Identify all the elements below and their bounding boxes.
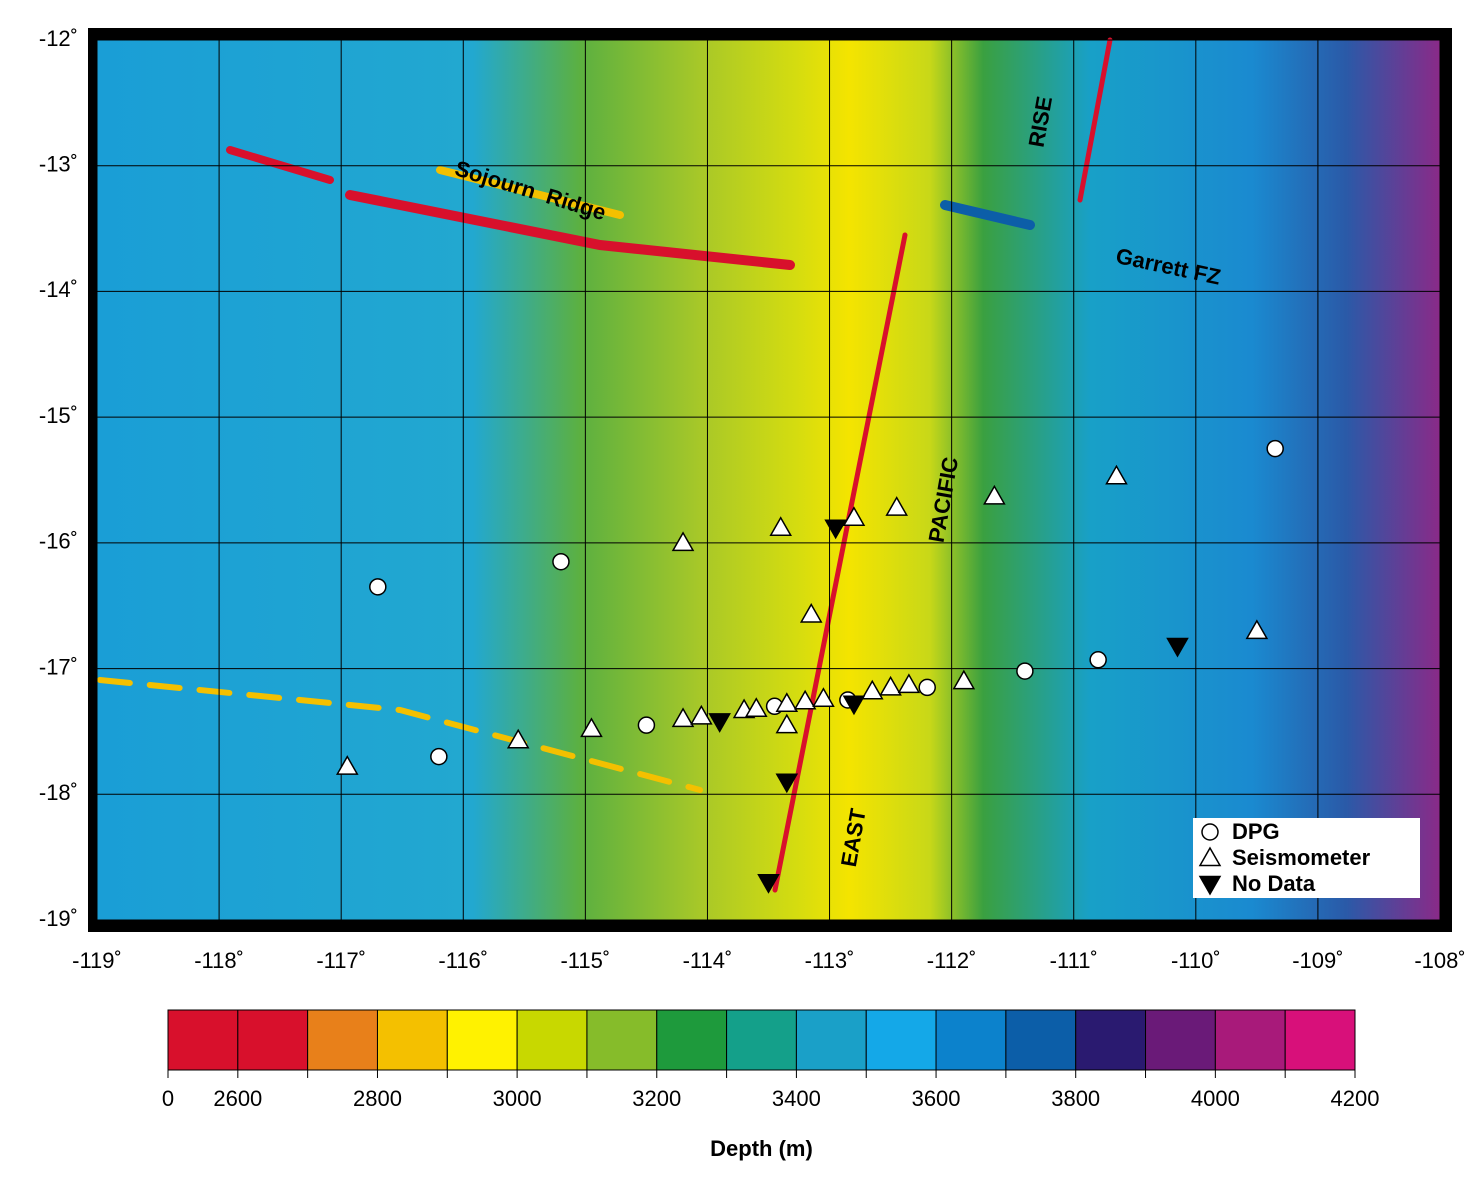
x-tick-label: -113˚ <box>805 948 855 973</box>
station-marker <box>1198 875 1222 896</box>
bathymetry <box>97 40 1440 920</box>
colorbar-label: 2800 <box>353 1086 402 1111</box>
y-tick-label: -19˚ <box>39 906 78 931</box>
station-marker <box>708 713 731 733</box>
station-marker <box>506 728 530 749</box>
colorbar-swatch <box>726 1009 797 1071</box>
colorbar-swatch <box>1005 1009 1077 1071</box>
x-tick-label: -114˚ <box>683 948 733 973</box>
station-marker <box>897 673 921 694</box>
x-tick-label: -118˚ <box>194 948 244 973</box>
colorbar-swatch <box>1145 1009 1216 1071</box>
legend-label: No Data <box>1232 871 1316 896</box>
stations <box>335 439 1284 894</box>
colorbar-swatch <box>586 1009 658 1071</box>
station-marker <box>775 692 799 713</box>
station-marker <box>1266 439 1284 458</box>
station-marker <box>879 675 902 696</box>
x-tick-label: -119˚ <box>72 948 122 973</box>
station-marker <box>860 679 884 700</box>
ridges <box>97 37 1113 893</box>
station-marker <box>775 773 799 794</box>
station-marker <box>1245 619 1269 640</box>
colorbar-swatch <box>237 1009 309 1071</box>
station-marker <box>952 669 976 690</box>
y-tick-label: -17˚ <box>39 654 78 679</box>
station-marker <box>335 755 359 775</box>
colorbar-swatch <box>935 1009 1007 1071</box>
colorbar-label: 4000 <box>1191 1086 1240 1111</box>
x-tick-label: -116˚ <box>438 948 488 973</box>
y-tick-label: -16˚ <box>39 529 78 554</box>
colorbar-label: 3000 <box>493 1086 542 1111</box>
colorbar-label: 0 <box>162 1086 174 1111</box>
station-marker <box>580 717 603 738</box>
x-tick-label: -115˚ <box>560 948 610 973</box>
colorbar-swatch <box>1214 1009 1286 1071</box>
station-marker <box>671 531 695 552</box>
station-marker <box>1089 651 1107 669</box>
y-tick-label: -13˚ <box>39 152 78 177</box>
colorbar-swatch <box>167 1009 239 1071</box>
station-marker <box>744 697 768 718</box>
station-marker <box>812 687 835 707</box>
station-marker <box>885 496 908 516</box>
station-marker <box>793 689 817 710</box>
colorbar-label: 2600 <box>213 1086 262 1111</box>
station-marker <box>1105 464 1128 485</box>
colorbar-label: 3800 <box>1051 1086 1100 1111</box>
colorbar-label: 3600 <box>912 1086 961 1111</box>
colorbar-swatch <box>656 1009 728 1071</box>
station-marker <box>769 516 793 537</box>
y-tick-label: -18˚ <box>39 780 78 805</box>
colorbar-label: 4200 <box>1331 1086 1380 1111</box>
station-marker <box>671 707 695 728</box>
grid: -119˚ -118˚ -117˚ -116˚ -115˚ -114˚ -113˚ -112˚… <box>39 26 1466 973</box>
colorbar-label: 3200 <box>632 1086 681 1111</box>
y-tick-label: -14˚ <box>39 277 78 302</box>
station-marker <box>1166 637 1189 658</box>
legend-label: DPG <box>1232 819 1280 844</box>
station-marker <box>824 519 847 540</box>
station-marker <box>690 704 713 725</box>
colorbar-label: 3400 <box>772 1086 821 1111</box>
station-marker <box>1016 662 1034 680</box>
y-tick-label: -12˚ <box>39 26 78 51</box>
x-tick-label: -110˚ <box>1171 948 1221 973</box>
colorbar-swatch <box>376 1009 448 1071</box>
colorbar-swatch <box>516 1009 588 1071</box>
colorbar-swatch <box>1284 1009 1356 1071</box>
legend-box <box>1193 818 1420 898</box>
station-marker <box>842 695 866 716</box>
colorbar-swatch <box>446 1009 518 1071</box>
station-marker <box>918 678 936 697</box>
station-marker <box>1198 846 1222 867</box>
x-tick-label: -109˚ <box>1292 948 1343 973</box>
station-marker <box>775 713 799 734</box>
colorbar-swatch <box>865 1009 937 1071</box>
colorbar-swatch <box>1075 1009 1147 1071</box>
x-tick-label: -108˚ <box>1414 948 1465 973</box>
station-marker <box>757 874 780 894</box>
station-marker <box>430 747 448 766</box>
x-tick-label: -111˚ <box>1050 948 1098 973</box>
station-marker <box>369 578 387 596</box>
x-tick-label: -117˚ <box>316 948 366 973</box>
station-marker <box>1201 823 1219 841</box>
station-marker <box>637 716 656 734</box>
x-tick-label: -112˚ <box>927 948 977 973</box>
legend-label: Seismometer <box>1232 845 1371 870</box>
colorbar-swatch <box>307 1009 378 1071</box>
colorbar: 0 2600 2800 3000 3200 3400 3600 3800 4000 4200 Dep… <box>162 1009 1380 1161</box>
station-marker <box>983 484 1006 505</box>
colorbar-swatch <box>795 1009 867 1071</box>
y-tick-label: -15˚ <box>39 403 78 428</box>
station-marker <box>799 603 823 623</box>
station-marker <box>552 552 570 571</box>
colorbar-title: Depth (m) <box>710 1136 813 1161</box>
station-marker <box>842 506 866 526</box>
